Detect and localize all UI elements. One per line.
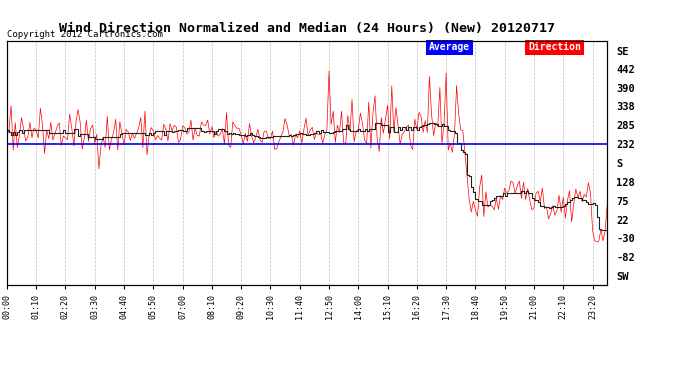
Text: Copyright 2012 Cartronics.com: Copyright 2012 Cartronics.com [7, 30, 163, 39]
Title: Wind Direction Normalized and Median (24 Hours) (New) 20120717: Wind Direction Normalized and Median (24… [59, 22, 555, 35]
